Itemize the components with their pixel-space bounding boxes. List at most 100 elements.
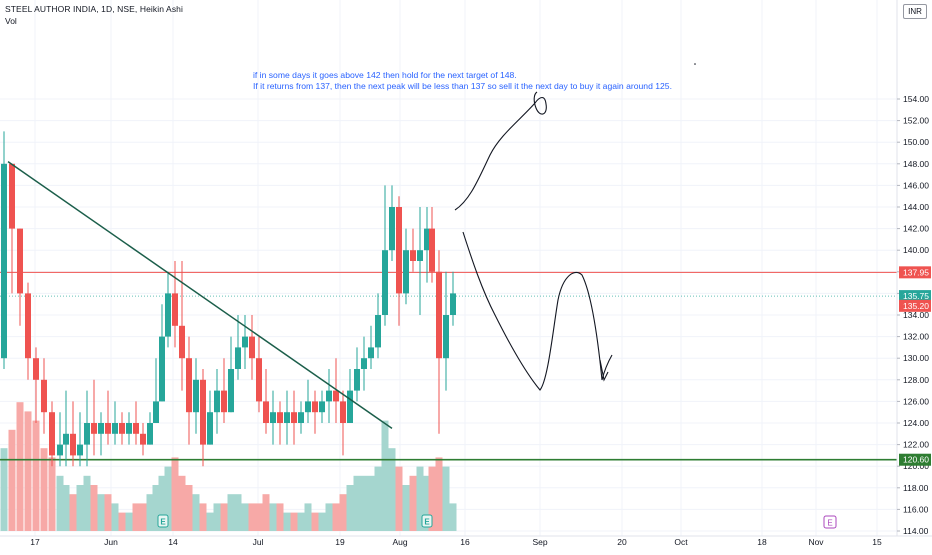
volume-bar bbox=[388, 448, 396, 531]
price-tick-label: 144.00 bbox=[903, 202, 929, 212]
candle-body bbox=[410, 250, 416, 261]
candle-up bbox=[165, 271, 171, 348]
candle-body bbox=[249, 336, 255, 359]
currency-badge[interactable]: INR bbox=[903, 4, 927, 19]
volume-bar bbox=[395, 466, 403, 531]
price-tick-label: 116.00 bbox=[903, 504, 929, 514]
candle-body bbox=[179, 325, 185, 359]
volume-layer bbox=[0, 402, 457, 531]
last-open-badge-text: 135.20 bbox=[903, 301, 929, 311]
time-tick-label: 19 bbox=[335, 537, 345, 547]
volume-bar bbox=[276, 503, 284, 531]
candle-up bbox=[63, 390, 69, 467]
candle-body bbox=[368, 347, 374, 359]
volume-bar bbox=[248, 503, 256, 531]
volume-bar bbox=[164, 466, 172, 531]
future-earnings-label: E bbox=[827, 519, 832, 528]
volume-bar bbox=[332, 503, 340, 531]
volume-bar bbox=[32, 420, 40, 531]
volume-bar bbox=[69, 494, 77, 531]
volume-bar bbox=[304, 503, 312, 531]
candle-up bbox=[424, 207, 430, 283]
annotation-line-2: If it returns from 137, then the next pe… bbox=[253, 81, 672, 91]
candle-body bbox=[9, 163, 15, 229]
candle-body bbox=[172, 293, 178, 326]
candle-down bbox=[256, 336, 262, 413]
candle-up bbox=[126, 412, 132, 445]
candle-body bbox=[429, 228, 435, 272]
volume-bar bbox=[139, 503, 147, 531]
candle-down bbox=[333, 358, 339, 423]
candle-body bbox=[326, 390, 332, 402]
trendline bbox=[7, 161, 393, 430]
candle-up bbox=[417, 207, 423, 315]
candle-body bbox=[207, 412, 213, 445]
candle-up bbox=[193, 358, 199, 434]
time-tick-label: 14 bbox=[168, 537, 178, 547]
price-tick-label: 120.00 bbox=[903, 461, 929, 471]
candle-body bbox=[443, 315, 449, 359]
price-tick-label: 154.00 bbox=[903, 94, 929, 104]
volume-bar bbox=[234, 494, 242, 531]
volume-bar bbox=[241, 503, 249, 531]
volume-bar bbox=[171, 457, 179, 531]
candle-body bbox=[25, 293, 31, 359]
candle-down bbox=[119, 412, 125, 445]
candle-down bbox=[200, 369, 206, 467]
candle-up bbox=[382, 185, 388, 326]
candle-body bbox=[49, 412, 55, 456]
volume-bar bbox=[146, 494, 154, 531]
last-price-badge-bg bbox=[899, 290, 931, 303]
volume-bar bbox=[97, 494, 105, 531]
candle-layer bbox=[1, 131, 456, 467]
candle-body bbox=[270, 412, 276, 423]
candle-body bbox=[70, 433, 76, 456]
volume-legend-label[interactable]: Vol bbox=[5, 16, 17, 26]
volume-bar bbox=[111, 503, 119, 531]
candle-body bbox=[57, 444, 63, 456]
candle-body bbox=[112, 423, 118, 434]
time-tick-label: Aug bbox=[392, 537, 407, 547]
volume-bar bbox=[104, 494, 112, 531]
candle-down bbox=[249, 315, 255, 380]
volume-bar bbox=[199, 503, 207, 531]
price-tick-label: 146.00 bbox=[903, 180, 929, 190]
volume-bar bbox=[290, 512, 298, 531]
price-tick-label: 114.00 bbox=[903, 526, 929, 536]
candle-body bbox=[242, 336, 248, 348]
candle-down bbox=[91, 379, 97, 456]
candle-body bbox=[347, 390, 353, 423]
candle-body bbox=[119, 423, 125, 434]
candle-up bbox=[319, 390, 325, 423]
last-open-badge-bg bbox=[899, 299, 931, 312]
resistance-price-badge-text: 137.95 bbox=[903, 267, 929, 277]
earnings-label: E bbox=[424, 518, 430, 527]
candle-down bbox=[172, 261, 178, 348]
symbol-legend-title[interactable]: STEEL AUTHOR INDIA, 1D, NSE, Heikin Ashi bbox=[5, 4, 183, 14]
candle-body bbox=[263, 401, 269, 423]
resistance-price-badge-bg bbox=[899, 266, 931, 279]
candle-up bbox=[403, 228, 409, 305]
candle-down bbox=[277, 401, 283, 445]
volume-bar bbox=[353, 475, 361, 531]
candle-body bbox=[98, 423, 104, 434]
support-price-badge-bg bbox=[899, 453, 931, 466]
volume-bar bbox=[48, 457, 56, 531]
volume-bar bbox=[125, 512, 133, 531]
price-tick-label: 128.00 bbox=[903, 375, 929, 385]
candle-up bbox=[443, 271, 449, 391]
projection-path-down bbox=[462, 231, 613, 391]
drawing-layer: if in some days it goes above 142 then h… bbox=[7, 63, 837, 529]
candle-up bbox=[57, 412, 63, 467]
volume-bar bbox=[83, 475, 91, 531]
volume-bar bbox=[339, 494, 347, 531]
volume-bar bbox=[416, 466, 424, 531]
candle-down bbox=[17, 228, 23, 326]
candle-body bbox=[436, 271, 442, 359]
volume-bar bbox=[360, 475, 368, 531]
volume-bar bbox=[24, 411, 32, 531]
candle-body bbox=[298, 412, 304, 423]
candle-body bbox=[305, 401, 311, 413]
